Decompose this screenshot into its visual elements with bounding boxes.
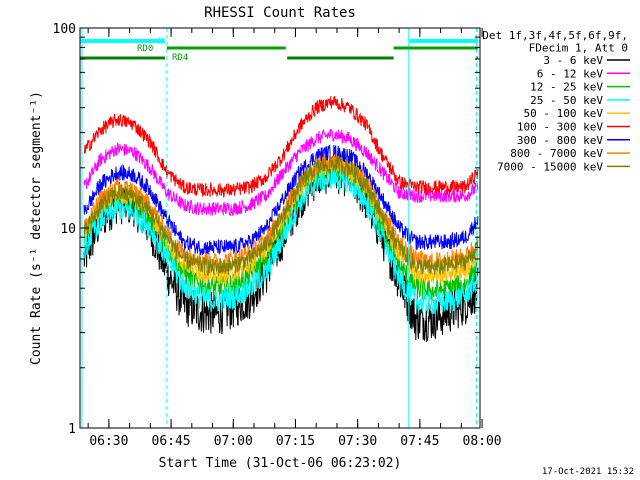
- series-line: [83, 95, 479, 198]
- x-tick-label: 07:45: [400, 434, 439, 449]
- series-line: [83, 154, 479, 277]
- x-axis-label: Start Time (31-Oct-06 06:23:02): [159, 456, 402, 471]
- series-line: [83, 166, 479, 315]
- legend-entry-label: 25 - 50 keV: [530, 94, 603, 107]
- series-line: [83, 128, 479, 217]
- legend-entry-label: 800 - 7000 keV: [510, 147, 603, 160]
- series-layer: [83, 95, 479, 343]
- legend-entry-label: 3 - 6 keV: [543, 54, 603, 67]
- x-tick-label: 06:45: [152, 434, 191, 449]
- y-tick-label: 10: [60, 222, 76, 237]
- legend-entry-label: 6 - 12 keV: [537, 67, 604, 80]
- x-tick-label: 07:15: [276, 434, 315, 449]
- state-bar-label: RD0: [137, 44, 153, 54]
- series-line: [83, 145, 479, 256]
- axis-layer: 1 10 100 06:30 06:45 07:00 07:15 07:30 07:45 08:0…: [53, 22, 502, 449]
- state-bar-label: N: [158, 37, 163, 47]
- legend-header-line: Det 1f,3f,4f,5f,6f,9f,: [482, 29, 628, 42]
- legend-entry-label: 50 - 100 keV: [524, 107, 604, 120]
- legend-entry-label: 12 - 25 keV: [530, 81, 603, 94]
- legend-header-line: FDecim 1, Att 0: [529, 42, 628, 55]
- legend-entry-label: 7000 - 15000 keV: [497, 160, 603, 173]
- x-tick-label: 07:30: [338, 434, 377, 449]
- footer-timestamp: 17-Oct-2021 15:32: [542, 467, 634, 477]
- chart-title: RHESSI Count Rates: [204, 5, 356, 21]
- legend-entry-label: 300 - 800 keV: [517, 134, 603, 147]
- x-tick-label: 07:00: [214, 434, 253, 449]
- x-tick-label: 06:30: [89, 434, 128, 449]
- state-bar-label: RD4: [172, 53, 188, 63]
- y-tick-label: 100: [53, 22, 76, 37]
- legend-entry-label: 100 - 300 keV: [517, 121, 603, 134]
- y-axis-label: Count Rate (s⁻¹ detector segment⁻¹): [29, 91, 44, 365]
- y-tick-label: 1: [68, 422, 76, 437]
- state-bar-layer: N RD0 RD4: [80, 37, 478, 63]
- legend: Det 1f,3f,4f,5f,6f,9f,FDecim 1, Att 03 -…: [482, 29, 630, 173]
- x-tick-label: 08:00: [463, 434, 502, 449]
